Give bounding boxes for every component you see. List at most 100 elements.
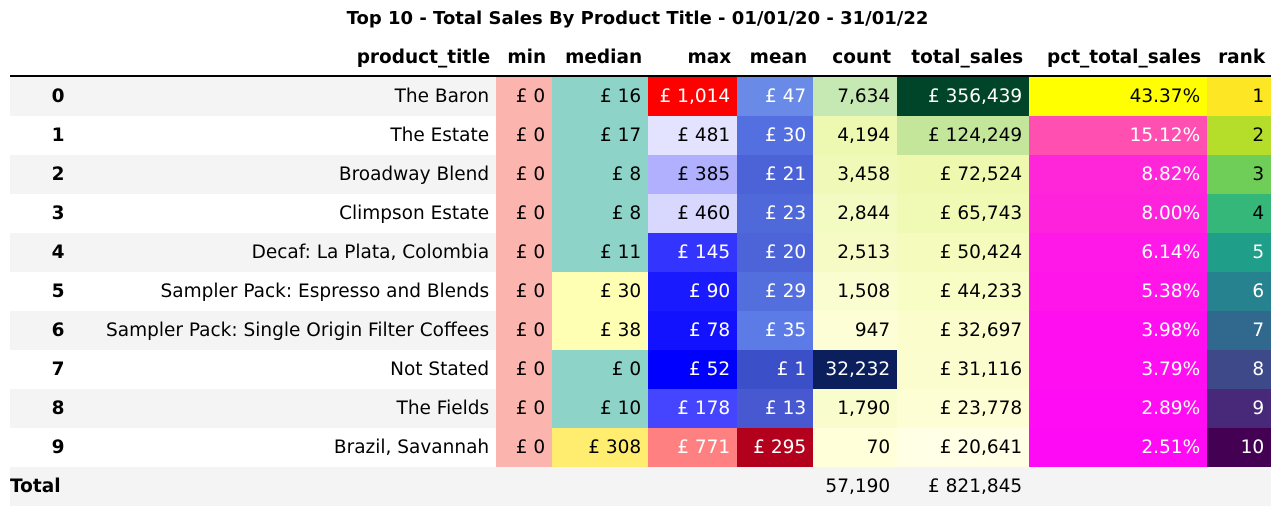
- cell-max: £ 145: [648, 233, 738, 272]
- cell-median: £ 0: [552, 350, 649, 389]
- total-count: 57,190: [813, 467, 898, 506]
- cell-total-sales: £ 65,743: [897, 194, 1030, 233]
- cell-product-title: Climpson Estate: [106, 194, 497, 233]
- cell-pct-total-sales: 8.82%: [1029, 155, 1208, 194]
- cell-rank: 3: [1207, 155, 1272, 194]
- cell-min: £ 0: [496, 116, 553, 155]
- table-row: 2 Broadway Blend £ 0 £ 8 £ 385 £ 21 3,45…: [10, 155, 1272, 194]
- cell-max: £ 90: [648, 272, 738, 311]
- cell-mean: £ 29: [737, 272, 814, 311]
- cell-mean: £ 21: [737, 155, 814, 194]
- total-sales: £ 821,845: [897, 467, 1030, 506]
- total-empty-cell: [737, 467, 814, 506]
- cell-count: 70: [813, 428, 898, 467]
- row-index: 7: [10, 350, 106, 389]
- cell-mean: £ 47: [737, 76, 814, 116]
- cell-max: £ 1,014: [648, 76, 738, 116]
- cell-total-sales: £ 23,778: [897, 389, 1030, 428]
- row-index: 3: [10, 194, 106, 233]
- cell-min: £ 0: [496, 194, 553, 233]
- cell-rank: 6: [1207, 272, 1272, 311]
- cell-product-title: Brazil, Savannah: [106, 428, 497, 467]
- total-empty-cell: [648, 467, 738, 506]
- cell-count: 3,458: [813, 155, 898, 194]
- cell-count: 1,790: [813, 389, 898, 428]
- cell-rank: 8: [1207, 350, 1272, 389]
- cell-rank: 1: [1207, 76, 1272, 116]
- cell-mean: £ 20: [737, 233, 814, 272]
- sales-table: product_title min median max mean count …: [10, 39, 1272, 506]
- cell-median: £ 11: [552, 233, 649, 272]
- cell-product-title: Broadway Blend: [106, 155, 497, 194]
- cell-mean: £ 295: [737, 428, 814, 467]
- cell-count: 32,232: [813, 350, 898, 389]
- cell-rank: 10: [1207, 428, 1272, 467]
- cell-rank: 7: [1207, 311, 1272, 350]
- header-pct-total-sales: pct_total_sales: [1029, 39, 1208, 77]
- cell-pct-total-sales: 15.12%: [1029, 116, 1208, 155]
- row-index: 6: [10, 311, 106, 350]
- total-row: Total 57,190 £ 821,845: [10, 467, 1272, 506]
- table-title: Top 10 - Total Sales By Product Title - …: [346, 8, 929, 29]
- cell-product-title: The Estate: [106, 116, 497, 155]
- table-row: 5 Sampler Pack: Espresso and Blends £ 0 …: [10, 272, 1272, 311]
- cell-total-sales: £ 50,424: [897, 233, 1030, 272]
- table-row: 8 The Fields £ 0 £ 10 £ 178 £ 13 1,790 £…: [10, 389, 1272, 428]
- cell-count: 7,634: [813, 76, 898, 116]
- cell-pct-total-sales: 43.37%: [1029, 76, 1208, 116]
- cell-rank: 4: [1207, 194, 1272, 233]
- cell-min: £ 0: [496, 311, 553, 350]
- cell-median: £ 16: [552, 76, 649, 116]
- row-index: 8: [10, 389, 106, 428]
- row-index: 5: [10, 272, 106, 311]
- index-header: [10, 39, 106, 77]
- cell-median: £ 8: [552, 155, 649, 194]
- header-median: median: [552, 39, 649, 77]
- cell-min: £ 0: [496, 389, 553, 428]
- header-count: count: [813, 39, 898, 77]
- cell-pct-total-sales: 5.38%: [1029, 272, 1208, 311]
- cell-pct-total-sales: 3.98%: [1029, 311, 1208, 350]
- cell-rank: 5: [1207, 233, 1272, 272]
- cell-product-title: Sampler Pack: Single Origin Filter Coffe…: [106, 311, 497, 350]
- table-body: 0 The Baron £ 0 £ 16 £ 1,014 £ 47 7,634 …: [10, 76, 1272, 506]
- cell-median: £ 17: [552, 116, 649, 155]
- cell-count: 2,513: [813, 233, 898, 272]
- cell-rank: 2: [1207, 116, 1272, 155]
- row-index: 1: [10, 116, 106, 155]
- cell-max: £ 460: [648, 194, 738, 233]
- total-empty-cell: [1029, 467, 1208, 506]
- cell-min: £ 0: [496, 428, 553, 467]
- cell-rank: 9: [1207, 389, 1272, 428]
- row-index: 4: [10, 233, 106, 272]
- table-row: 7 Not Stated £ 0 £ 0 £ 52 £ 1 32,232 £ 3…: [10, 350, 1272, 389]
- cell-min: £ 0: [496, 350, 553, 389]
- row-index: 9: [10, 428, 106, 467]
- cell-max: £ 78: [648, 311, 738, 350]
- cell-mean: £ 30: [737, 116, 814, 155]
- cell-median: £ 308: [552, 428, 649, 467]
- row-index: 2: [10, 155, 106, 194]
- cell-pct-total-sales: 3.79%: [1029, 350, 1208, 389]
- cell-pct-total-sales: 2.51%: [1029, 428, 1208, 467]
- header-rank: rank: [1207, 39, 1272, 77]
- total-empty-cell: [106, 467, 497, 506]
- cell-pct-total-sales: 2.89%: [1029, 389, 1208, 428]
- cell-median: £ 8: [552, 194, 649, 233]
- cell-total-sales: £ 31,116: [897, 350, 1030, 389]
- cell-max: £ 385: [648, 155, 738, 194]
- cell-max: £ 52: [648, 350, 738, 389]
- table-row: 4 Decaf: La Plata, Colombia £ 0 £ 11 £ 1…: [10, 233, 1272, 272]
- table-row: 9 Brazil, Savannah £ 0 £ 308 £ 771 £ 295…: [10, 428, 1272, 467]
- header-product-title: product_title: [106, 39, 497, 77]
- cell-min: £ 0: [496, 76, 553, 116]
- cell-total-sales: £ 32,697: [897, 311, 1030, 350]
- header-row: product_title min median max mean count …: [10, 39, 1272, 77]
- cell-count: 947: [813, 311, 898, 350]
- cell-total-sales: £ 20,641: [897, 428, 1030, 467]
- cell-median: £ 38: [552, 311, 649, 350]
- cell-product-title: Not Stated: [106, 350, 497, 389]
- header-max: max: [648, 39, 738, 77]
- total-empty-cell: [496, 467, 553, 506]
- cell-total-sales: £ 44,233: [897, 272, 1030, 311]
